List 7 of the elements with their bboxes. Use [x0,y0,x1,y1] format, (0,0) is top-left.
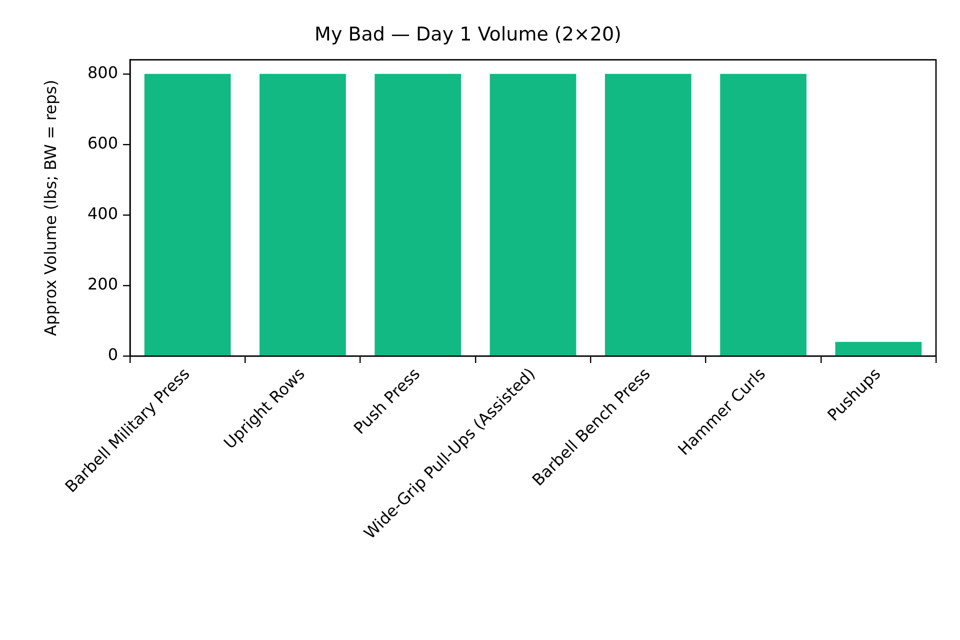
y-axis-title: Approx Volume (lbs; BW = reps) [40,80,60,336]
y-tick-label: 600 [87,134,118,153]
y-tick-label: 200 [87,274,118,294]
y-tick-label: 0 [108,345,118,364]
y-tick-label: 800 [87,63,118,82]
chart-title: My Bad — Day 1 Volume (2×20) [314,23,622,46]
y-tick-label: 400 [87,204,118,224]
